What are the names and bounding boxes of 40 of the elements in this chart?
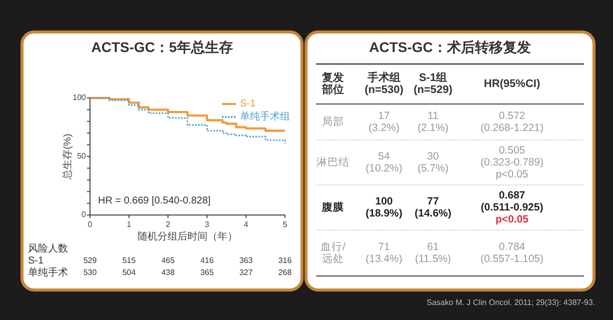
x-tick-label: 4	[244, 220, 249, 230]
x-tick-label: 0	[88, 220, 93, 230]
text: 0.572 (0.268-1.221)	[480, 110, 544, 134]
legend-label: S-1	[240, 98, 256, 110]
text: 腹膜	[321, 200, 344, 214]
text: 77 (14.6%)	[414, 195, 452, 220]
text: Sasako M. J Clin Oncol. 2011; 29(33): 4387-93.	[426, 298, 595, 308]
text: 0.687 (0.511-0.925) p<0.05	[480, 189, 544, 226]
y-tick-label: 0	[82, 210, 87, 220]
text: 30 (5.7%)	[418, 150, 448, 174]
annotation: HR = 0.669 [0.540-0.828]	[98, 196, 211, 207]
text: 单纯手术 530 504 438 365 327 268	[28, 268, 292, 279]
text: ACTS-GC：术后转移复发	[369, 39, 531, 55]
x-tick-label: 5	[282, 220, 288, 230]
text: 100 (18.9%)	[366, 195, 402, 220]
text: 17 (3.2%)	[368, 110, 400, 134]
chart-title: ACTS-GC：5年总生存	[91, 39, 233, 55]
text: 11 (2.1%)	[418, 110, 448, 134]
text: 复发部位	[321, 70, 344, 96]
text: 风险人数	[28, 242, 68, 255]
text: 局部	[322, 114, 344, 128]
text: 54 (10.2%)	[366, 150, 402, 174]
x-axis-title: 随机分组后时间（年）	[138, 230, 238, 243]
x-tick-label: 1	[126, 220, 132, 230]
text: 71 (13.4%)	[366, 240, 402, 265]
text: 手术组 (n=530)	[364, 70, 404, 96]
text: 0.784 (0.557-1.105)	[480, 240, 544, 265]
y-tick-label: 50	[77, 152, 87, 161]
y-axis-title: 总生存(%)	[62, 134, 74, 180]
x-tick-label: 3	[204, 220, 210, 230]
legend-label: 单纯手术组	[240, 110, 290, 123]
text: S-1 529 515 465 416 363 316	[28, 256, 292, 267]
text: 淋巴结	[316, 155, 350, 168]
text: 0.505 (0.323-0.789) p<0.05	[480, 144, 544, 180]
text: 血行/远处	[320, 240, 346, 265]
text: 61 (11.5%)	[415, 240, 451, 265]
y-tick-label: 100	[72, 93, 87, 102]
text: S-1组 (n=529)	[414, 70, 453, 96]
x-tick-label: 2	[166, 220, 171, 230]
text: HR(95%CI)	[484, 78, 540, 90]
